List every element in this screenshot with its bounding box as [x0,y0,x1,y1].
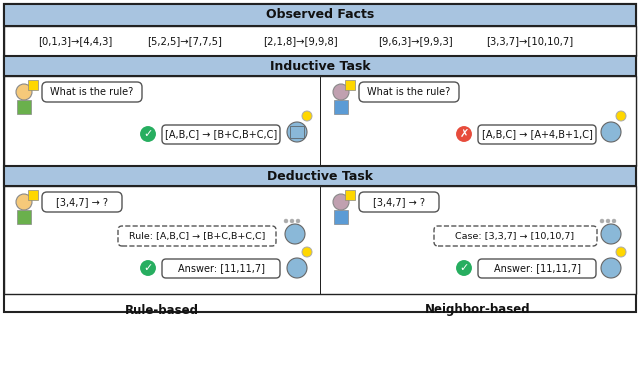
Bar [4,4,636,312]
Text: ✓: ✓ [143,129,153,139]
Text: [3,3,7]→[10,10,7]: [3,3,7]→[10,10,7] [486,36,573,46]
Text: [3,4,7] → ?: [3,4,7] → ? [373,197,425,207]
Circle shape [601,224,621,244]
Text: [A,B,C] → [B+C,B+C,C]: [A,B,C] → [B+C,B+C,C] [165,130,277,139]
Text: Observed Facts: Observed Facts [266,8,374,22]
Bar [4,186,636,294]
Text: What is the rule?: What is the rule? [367,87,451,97]
Circle shape [16,194,32,210]
Bar [4,76,636,166]
Circle shape [16,84,32,100]
Circle shape [302,111,312,121]
Circle shape [616,111,626,121]
FancyBboxPatch shape [162,125,280,144]
Bar [4,26,636,56]
Circle shape [139,259,157,277]
FancyBboxPatch shape [478,125,596,144]
Circle shape [606,219,610,223]
Bar [320,76,321,166]
Text: [5,2,5]→[7,7,5]: [5,2,5]→[7,7,5] [148,36,223,46]
Bar [334,210,348,224]
FancyBboxPatch shape [42,82,142,102]
Text: Answer: [11,11,7]: Answer: [11,11,7] [177,264,264,273]
FancyBboxPatch shape [478,259,596,278]
Text: [0,1,3]→[4,4,3]: [0,1,3]→[4,4,3] [38,36,112,46]
Circle shape [612,219,616,223]
Circle shape [600,219,604,223]
Circle shape [284,219,288,223]
Circle shape [296,219,300,223]
Text: ✗: ✗ [460,129,468,139]
Text: Rule: [A,B,C] → [B+C,B+C,C]: Rule: [A,B,C] → [B+C,B+C,C] [129,232,265,240]
Bar [17,210,31,224]
FancyBboxPatch shape [118,226,276,246]
Bar [345,190,355,200]
Bar [334,100,348,114]
Text: ?: ? [31,82,35,88]
Text: What is the rule?: What is the rule? [51,87,134,97]
Circle shape [601,258,621,278]
Bar [4,4,636,26]
FancyBboxPatch shape [359,82,459,102]
Text: [3,4,7] → ?: [3,4,7] → ? [56,197,108,207]
Circle shape [333,194,349,210]
Text: ?: ? [31,192,35,198]
Bar [320,186,321,294]
Circle shape [455,125,473,143]
Text: Answer: [11,11,7]: Answer: [11,11,7] [493,264,580,273]
Circle shape [285,224,305,244]
Circle shape [287,258,307,278]
Text: ?: ? [348,82,352,88]
Circle shape [455,259,473,277]
Circle shape [290,219,294,223]
FancyBboxPatch shape [434,226,597,246]
Text: ✓: ✓ [143,263,153,273]
FancyBboxPatch shape [359,192,439,212]
Circle shape [139,125,157,143]
Bar [4,166,636,186]
Bar [28,80,38,90]
Text: [A,B,C] → [A+4,B+1,C]: [A,B,C] → [A+4,B+1,C] [481,130,593,139]
Bar [290,126,304,138]
Text: Deductive Task: Deductive Task [267,170,373,182]
Circle shape [287,122,307,142]
Circle shape [616,247,626,257]
Bar [4,56,636,76]
FancyBboxPatch shape [42,192,122,212]
Text: Rule-based: Rule-based [125,304,199,316]
Text: ✓: ✓ [460,263,468,273]
Bar [17,100,31,114]
Text: [2,1,8]→[9,9,8]: [2,1,8]→[9,9,8] [262,36,337,46]
Text: Neighbor-based: Neighbor-based [425,304,531,316]
Text: Case: [3,3,7] → [10,10,7]: Case: [3,3,7] → [10,10,7] [456,232,575,240]
Bar [28,190,38,200]
Text: Inductive Task: Inductive Task [269,59,371,73]
Bar [345,80,355,90]
Text: ?: ? [348,192,352,198]
Text: [9,6,3]→[9,9,3]: [9,6,3]→[9,9,3] [378,36,452,46]
FancyBboxPatch shape [162,259,280,278]
Circle shape [302,247,312,257]
Circle shape [333,84,349,100]
Circle shape [601,122,621,142]
